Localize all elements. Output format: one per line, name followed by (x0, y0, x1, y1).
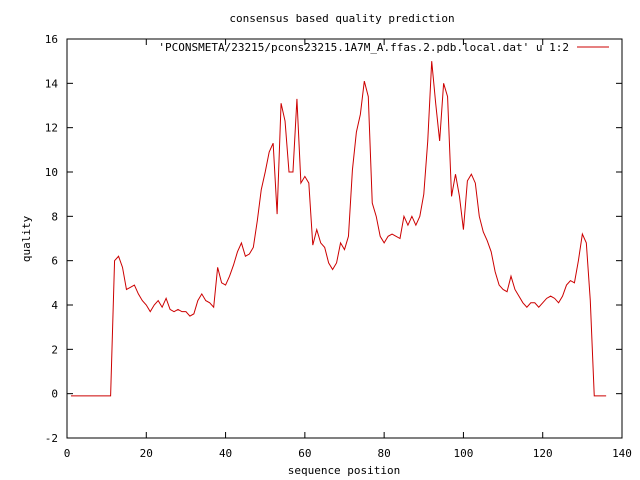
y-tick-label: 0 (51, 388, 58, 401)
y-tick-label: 16 (45, 33, 58, 46)
x-tick-label: 40 (219, 447, 232, 460)
y-tick-label: 4 (51, 299, 58, 312)
chart-title: consensus based quality prediction (229, 12, 454, 25)
legend-label: 'PCONSMETA/23215/pcons23215.1A7M_A.ffas.… (158, 41, 569, 54)
plot-frame (66, 38, 623, 439)
x-tick-label: 80 (378, 447, 391, 460)
y-tick-label: 8 (51, 210, 58, 223)
y-tick-label: -2 (45, 432, 58, 445)
y-tick-label: 10 (45, 166, 58, 179)
y-tick-label: 6 (51, 255, 58, 268)
y-axis-label: quality (20, 215, 33, 262)
x-tick-label: 60 (298, 447, 311, 460)
x-tick-label: 120 (533, 447, 553, 460)
legend: 'PCONSMETA/23215/pcons23215.1A7M_A.ffas.… (158, 41, 609, 54)
x-axis-label: sequence position (288, 464, 401, 477)
y-tick-label: 14 (45, 77, 59, 90)
x-axis: 0 20 40 60 80 100 120 140 (64, 39, 632, 460)
x-tick-label: 100 (453, 447, 473, 460)
y-tick-label: 12 (45, 122, 58, 135)
series (70, 61, 607, 397)
x-tick-label: 140 (612, 447, 632, 460)
x-tick-label: 20 (140, 447, 153, 460)
x-tick-label: 0 (64, 447, 71, 460)
series-line (70, 61, 607, 397)
y-axis: -2 0 2 4 6 8 10 12 14 16 (45, 33, 622, 445)
y-tick-label: 2 (51, 343, 58, 356)
